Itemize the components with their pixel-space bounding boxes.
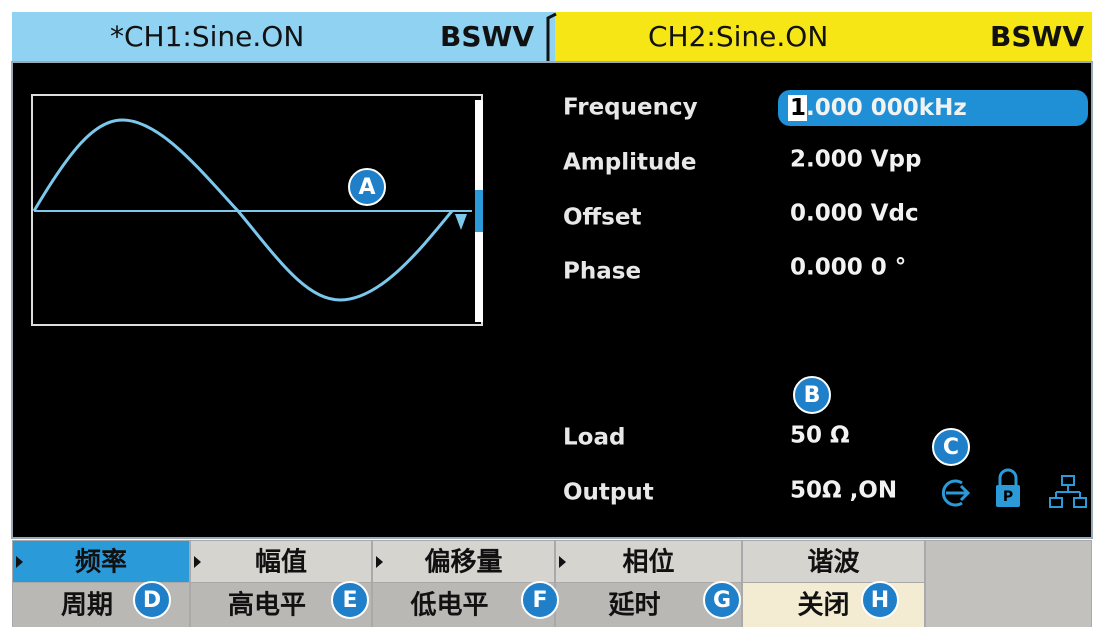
param-label: Phase: [563, 259, 641, 285]
screen: *CH1:Sine.ON BSWV CH2:Sine.ON BSWV Frequ…: [0, 0, 1100, 627]
callout-letter: H: [871, 588, 889, 613]
param-value[interactable]: 2.000 Vpp: [790, 147, 922, 173]
callout-letter: B: [804, 383, 821, 408]
callout-letter: E: [342, 588, 357, 613]
svg-text:P: P: [1003, 489, 1013, 505]
callout-letter: C: [943, 435, 959, 460]
output-label: Output: [563, 480, 654, 506]
menu-sublabel: 延时: [607, 591, 660, 621]
cursor-digit: 1: [790, 95, 806, 121]
menu-label: 频率: [75, 547, 127, 578]
param-value[interactable]: 0.000 0 °: [790, 255, 906, 281]
param-label: Offset: [563, 205, 641, 231]
callout-letter: F: [532, 588, 547, 613]
param-value: 1.000 000kHz: [790, 95, 967, 121]
value-rest: .000 000kHz: [806, 95, 967, 121]
param-value[interactable]: 0.000 Vdc: [790, 201, 919, 227]
menu-sublabel: 低电平: [409, 591, 488, 621]
ch2-label: CH2:Sine.ON: [648, 20, 828, 53]
output-value: 50Ω ,ON: [790, 478, 897, 504]
menu-sublabel: 关闭: [797, 591, 849, 621]
menu-label: 相位: [622, 547, 674, 578]
menu-button-empty: [926, 541, 1091, 627]
callout-letter: D: [143, 588, 161, 613]
callout-letter: A: [358, 175, 375, 200]
menu-sublabel: 高电平: [228, 590, 306, 621]
callout-letter: G: [713, 588, 731, 613]
ch1-mode: BSWV: [440, 20, 534, 53]
main-panel: [12, 62, 1092, 538]
menu-label: 谐波: [807, 548, 860, 578]
param-label: Frequency: [563, 95, 698, 121]
menu-label: 偏移量: [424, 547, 502, 578]
param-label: Amplitude: [563, 150, 696, 176]
ch1-label: *CH1:Sine.ON: [110, 20, 304, 53]
menu-sublabel: 周期: [61, 591, 113, 621]
load-value: 50 Ω: [790, 423, 850, 449]
ch2-mode: BSWV: [990, 20, 1084, 53]
load-label: Load: [563, 425, 625, 451]
menu-label: 幅值: [255, 548, 307, 578]
scroll-thumb: [475, 190, 483, 232]
